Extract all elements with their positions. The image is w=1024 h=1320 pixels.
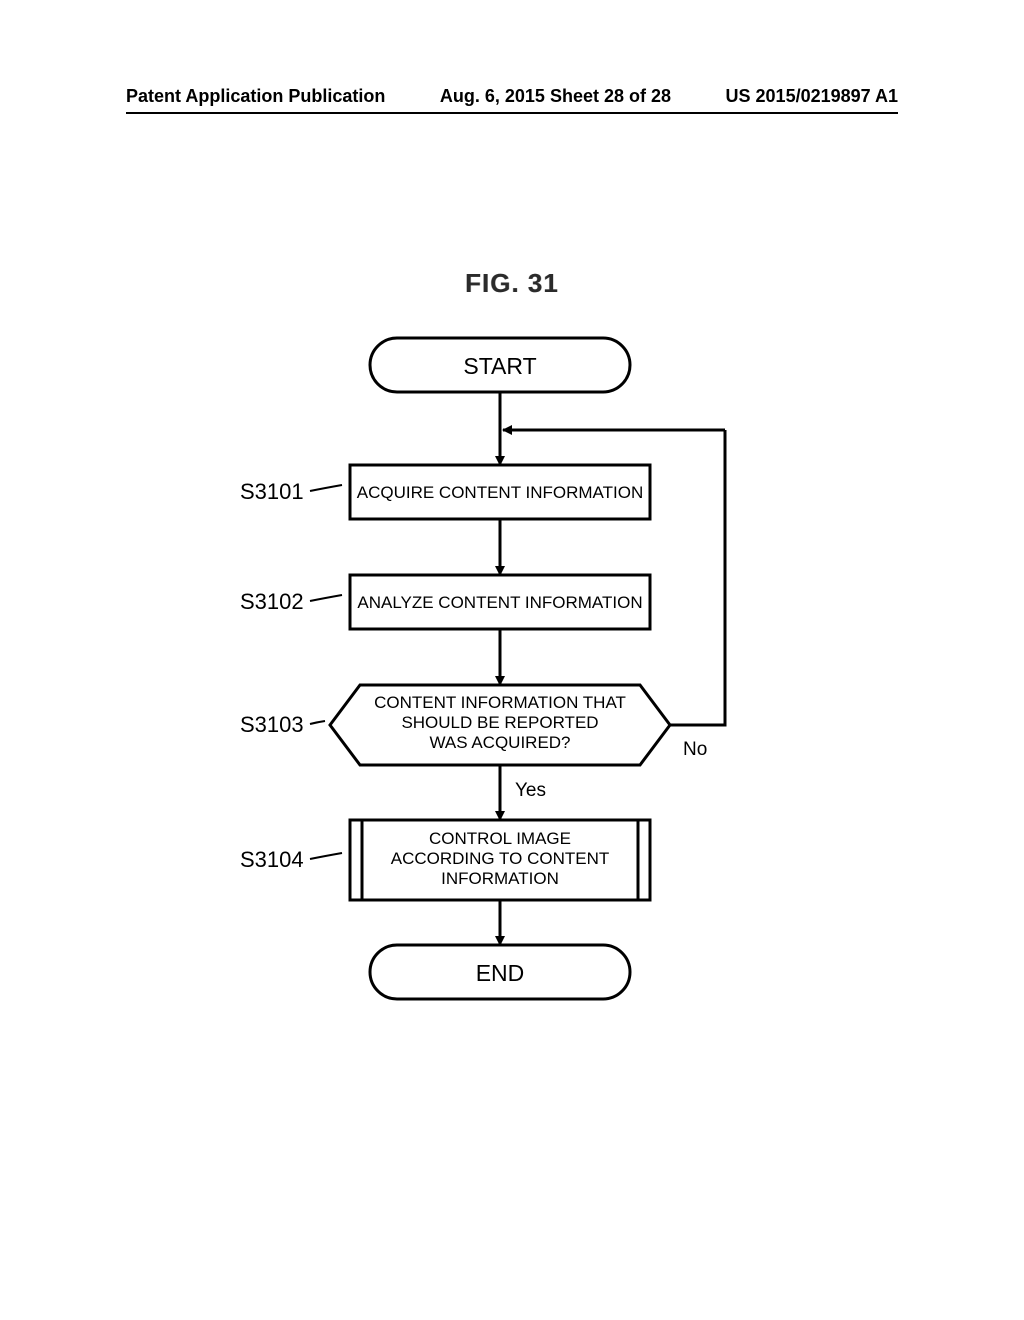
s3103-step: S3103: [240, 712, 304, 737]
start-label: START: [463, 353, 536, 379]
header-center: Aug. 6, 2015 Sheet 28 of 28: [440, 86, 671, 107]
s3103-label-l1: CONTENT INFORMATION THAT: [374, 693, 626, 712]
s3102-leader: [310, 595, 342, 601]
s3104-label-l1: CONTROL IMAGE: [429, 829, 571, 848]
s3101-node: ACQUIRE CONTENT INFORMATION: [350, 465, 650, 519]
s3103-label-l3: WAS ACQUIRED?: [429, 733, 570, 752]
s3103-label-l2: SHOULD BE REPORTED: [401, 713, 598, 732]
s3104-label-l2: ACCORDING TO CONTENT: [391, 849, 610, 868]
s3103-node: CONTENT INFORMATION THAT SHOULD BE REPOR…: [330, 685, 670, 765]
s3101-step: S3101: [240, 479, 304, 504]
s3101-label: ACQUIRE CONTENT INFORMATION: [357, 483, 644, 502]
end-node: END: [370, 945, 630, 999]
start-node: START: [370, 338, 630, 392]
header-right: US 2015/0219897 A1: [726, 86, 898, 107]
figure-title: FIG. 31: [0, 268, 1024, 299]
end-label: END: [476, 960, 525, 986]
s3103-leader: [310, 721, 325, 724]
edge-s3103-no: [670, 430, 725, 725]
s3101-leader: [310, 485, 342, 491]
s3104-node: CONTROL IMAGE ACCORDING TO CONTENT INFOR…: [350, 820, 650, 900]
header-left: Patent Application Publication: [126, 86, 385, 107]
s3104-step: S3104: [240, 847, 304, 872]
header-rule: [126, 112, 898, 114]
s3102-step: S3102: [240, 589, 304, 614]
s3104-leader: [310, 853, 342, 859]
s3102-node: ANALYZE CONTENT INFORMATION: [350, 575, 650, 629]
flowchart: START ACQUIRE CONTENT INFORMATION S3101 …: [170, 330, 890, 1030]
s3102-label: ANALYZE CONTENT INFORMATION: [357, 593, 642, 612]
yes-label: Yes: [515, 780, 546, 801]
no-label: No: [683, 739, 707, 760]
s3104-label-l3: INFORMATION: [441, 869, 559, 888]
page-header: Patent Application Publication Aug. 6, 2…: [0, 86, 1024, 107]
